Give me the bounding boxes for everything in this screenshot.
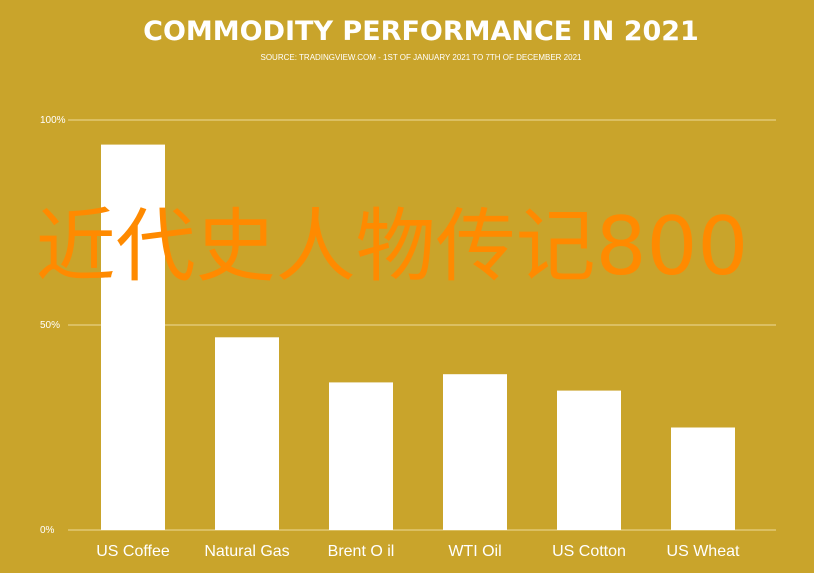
y-tick-label-2: 100% <box>40 115 66 126</box>
grid-lines <box>68 119 776 531</box>
bar-2 <box>329 382 393 530</box>
bar-5 <box>671 427 735 530</box>
bar-3 <box>443 374 507 530</box>
x-tick-label-3: WTI Oil <box>448 543 501 560</box>
x-tick-label-4: US Cotton <box>552 543 626 560</box>
bar-4 <box>557 390 621 530</box>
y-tick-label-1: 50% <box>40 320 60 331</box>
y-axis-ticks: 0% 50% 100% <box>40 115 66 536</box>
bar-1 <box>215 337 279 530</box>
bar-0 <box>101 144 165 530</box>
x-tick-label-1: Natural Gas <box>204 543 289 560</box>
x-tick-label-2: Brent O il <box>328 543 395 560</box>
x-tick-label-0: US Coffee <box>96 543 170 560</box>
watermark-text: 近代史人物传记800 <box>35 200 749 293</box>
chart-title: COMMODITY PERFORMANCE IN 2021 <box>143 16 699 47</box>
y-tick-label-0: 0% <box>40 525 55 536</box>
bars <box>101 144 735 530</box>
chart-subtitle: SOURCE: TRADINGVIEW.COM - 1ST OF JANUARY… <box>261 53 583 62</box>
x-axis-labels: US Coffee Natural Gas Brent O il WTI Oil US … <box>96 543 740 560</box>
x-tick-label-5: US Wheat <box>667 543 740 560</box>
